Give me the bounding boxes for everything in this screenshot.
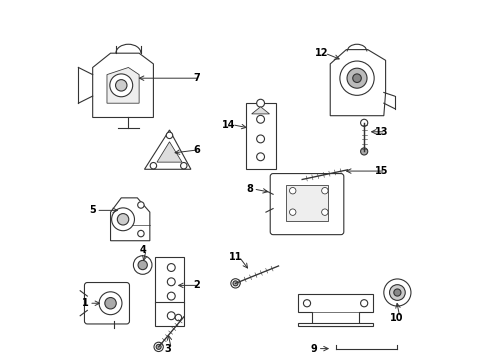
- Circle shape: [111, 208, 134, 231]
- Circle shape: [133, 256, 152, 274]
- Circle shape: [303, 300, 310, 307]
- Circle shape: [297, 175, 306, 184]
- Text: 9: 9: [310, 343, 317, 354]
- Circle shape: [104, 297, 116, 309]
- Circle shape: [299, 177, 304, 182]
- Circle shape: [321, 188, 327, 194]
- Circle shape: [321, 209, 327, 215]
- Circle shape: [256, 135, 264, 143]
- Circle shape: [138, 260, 147, 270]
- Text: 12: 12: [314, 48, 327, 58]
- Circle shape: [389, 285, 405, 300]
- Polygon shape: [157, 142, 182, 162]
- Circle shape: [339, 61, 373, 95]
- Polygon shape: [251, 107, 269, 114]
- Circle shape: [256, 99, 264, 107]
- Text: 7: 7: [192, 73, 199, 83]
- Circle shape: [110, 74, 132, 97]
- Polygon shape: [144, 130, 190, 169]
- Circle shape: [167, 292, 175, 300]
- Polygon shape: [110, 198, 149, 241]
- Circle shape: [393, 289, 400, 296]
- Circle shape: [117, 213, 128, 225]
- Circle shape: [360, 300, 367, 307]
- Polygon shape: [93, 53, 153, 117]
- Circle shape: [352, 74, 361, 82]
- FancyBboxPatch shape: [84, 283, 129, 324]
- Polygon shape: [107, 67, 139, 103]
- Text: 4: 4: [139, 245, 146, 255]
- Bar: [155, 257, 183, 303]
- Circle shape: [138, 202, 144, 208]
- Circle shape: [232, 281, 238, 286]
- Circle shape: [346, 68, 366, 88]
- Circle shape: [175, 314, 181, 321]
- Text: 13: 13: [374, 127, 388, 137]
- Circle shape: [167, 264, 175, 271]
- Circle shape: [167, 278, 175, 286]
- Circle shape: [154, 342, 163, 351]
- Bar: [155, 302, 183, 327]
- Text: 10: 10: [389, 312, 402, 323]
- Polygon shape: [298, 294, 372, 327]
- Bar: [245, 103, 275, 169]
- Text: 11: 11: [228, 252, 242, 262]
- Circle shape: [99, 292, 122, 315]
- Circle shape: [138, 230, 144, 237]
- Circle shape: [180, 162, 186, 169]
- Bar: [285, 185, 328, 221]
- Text: 1: 1: [82, 298, 89, 308]
- Text: 3: 3: [164, 343, 171, 354]
- Text: 8: 8: [246, 184, 253, 194]
- Text: 2: 2: [192, 280, 199, 291]
- Text: 15: 15: [374, 166, 388, 176]
- Circle shape: [167, 312, 175, 320]
- Circle shape: [360, 148, 367, 155]
- FancyBboxPatch shape: [270, 174, 343, 235]
- Circle shape: [360, 119, 367, 126]
- Circle shape: [156, 345, 161, 349]
- Circle shape: [256, 115, 264, 123]
- Circle shape: [150, 162, 156, 169]
- Circle shape: [230, 279, 240, 288]
- Text: 14: 14: [221, 120, 235, 130]
- Circle shape: [256, 153, 264, 161]
- Polygon shape: [329, 50, 385, 116]
- Bar: [298, 323, 372, 327]
- Circle shape: [166, 132, 172, 139]
- Circle shape: [383, 279, 410, 306]
- Text: 6: 6: [192, 145, 199, 155]
- Circle shape: [289, 209, 295, 215]
- Circle shape: [115, 80, 127, 91]
- Circle shape: [289, 188, 295, 194]
- Text: 5: 5: [89, 205, 96, 215]
